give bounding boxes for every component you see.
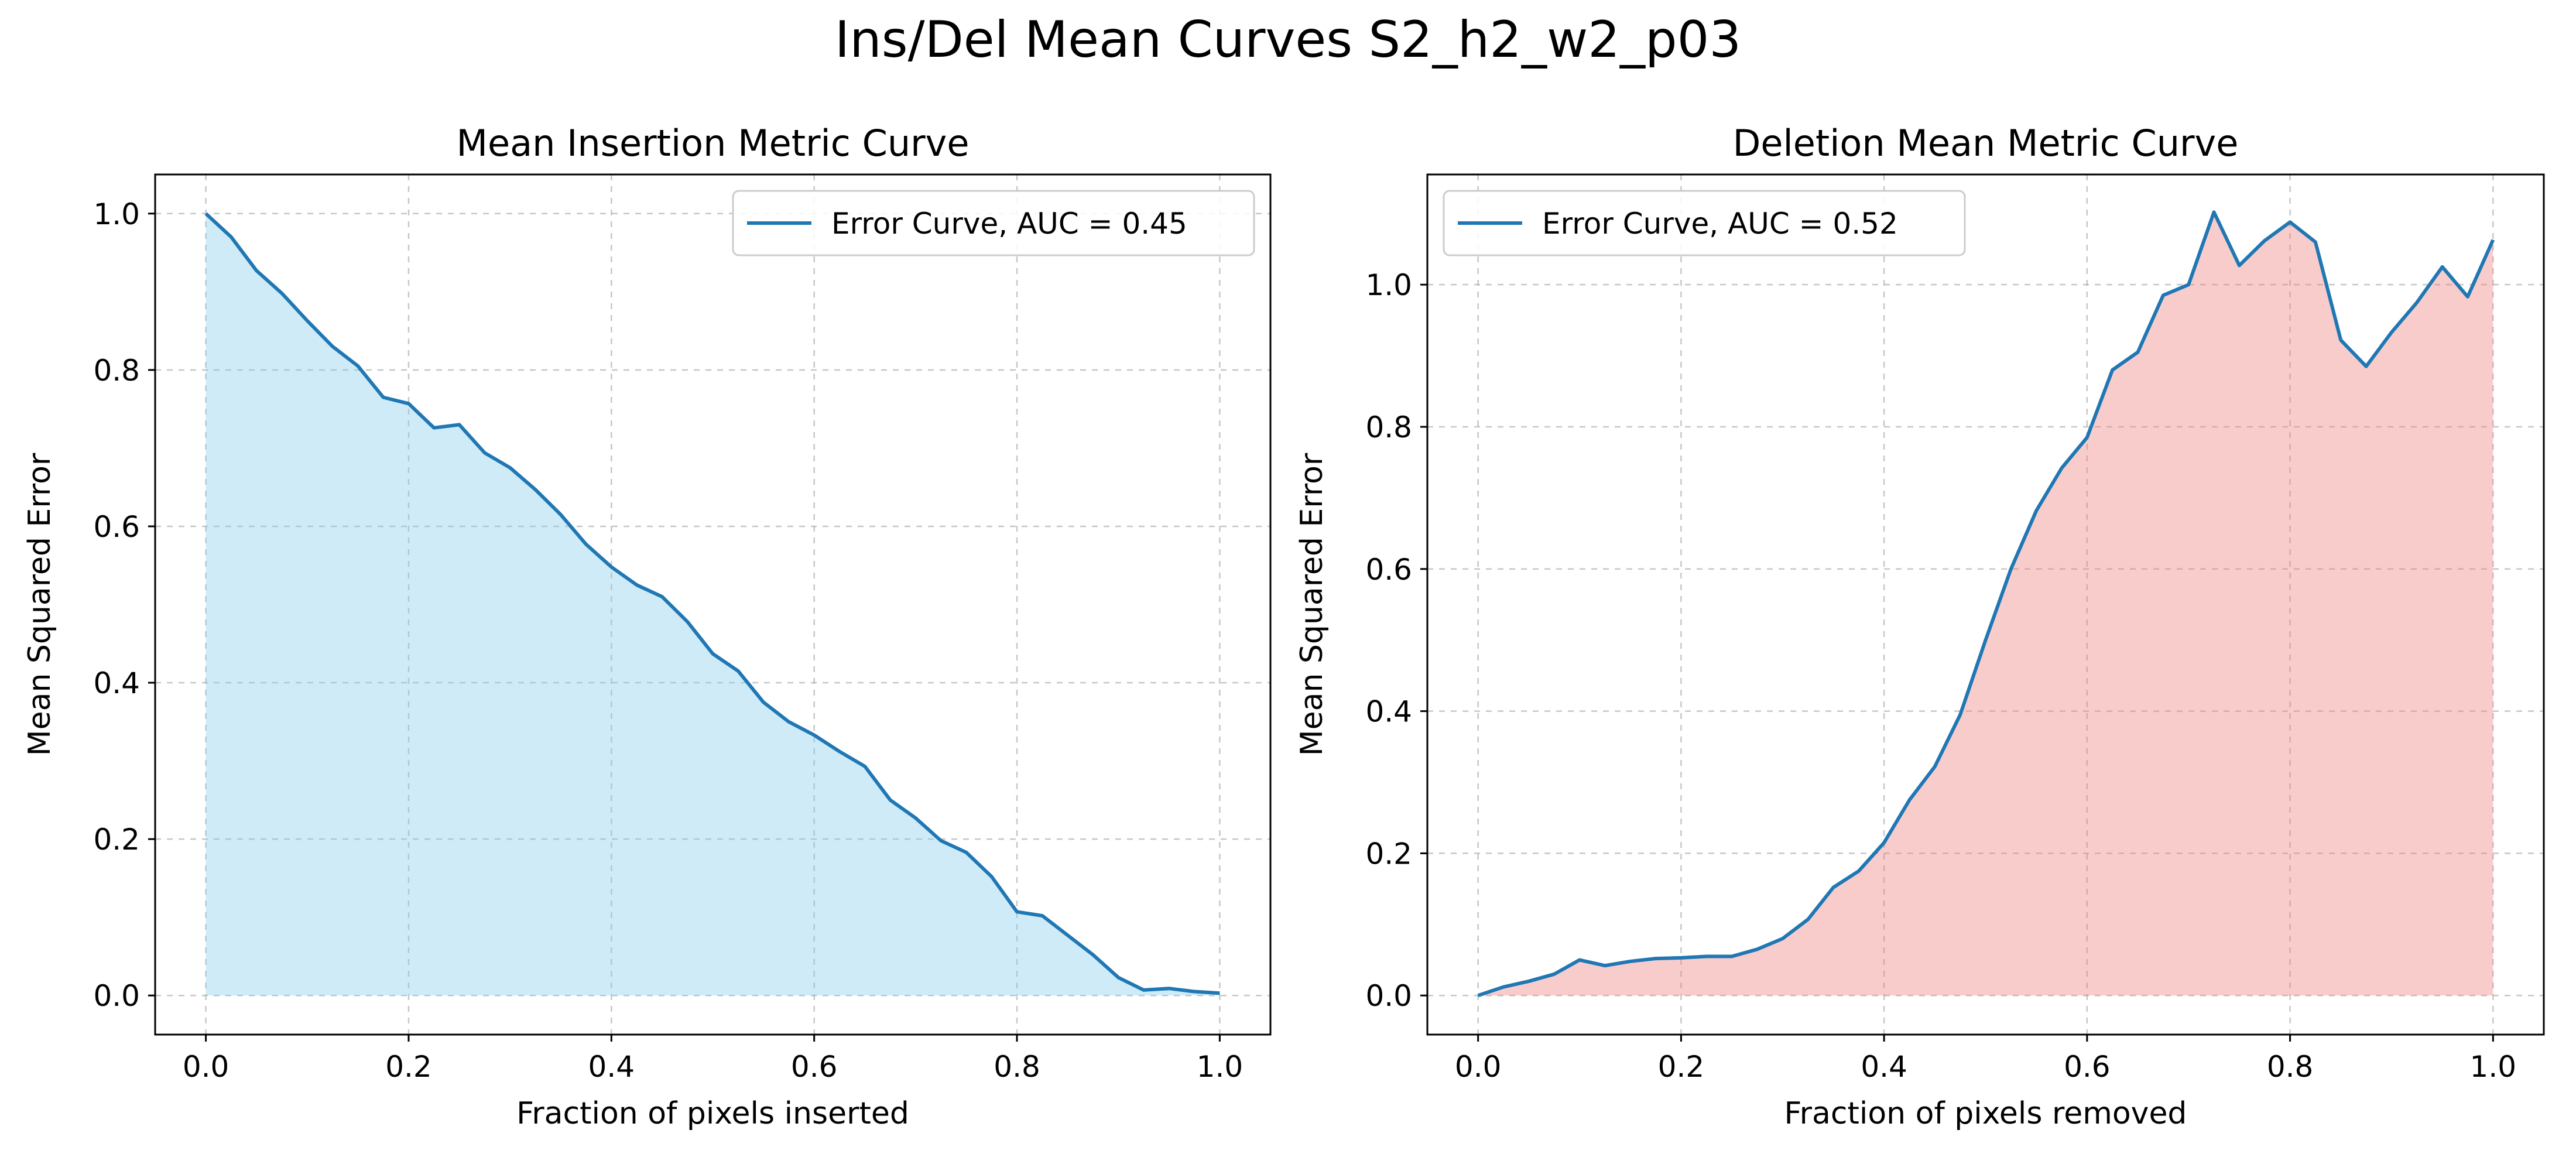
insertion-chart-panel: 0.0 0.2 0.4 0.6 0.8 1.0 0.0 0.2 0.4 0.6 0.8 1.0 Mean… bbox=[22, 122, 1272, 1131]
deletion-x-tick-label-2: 0.4 bbox=[1861, 1050, 1907, 1084]
insertion-y-tick-label-3: 0.6 bbox=[93, 510, 140, 544]
deletion-y-tick-label-2: 0.4 bbox=[1365, 695, 1412, 729]
deletion-error-curve-line bbox=[1477, 210, 2495, 998]
insertion-x-axis-label: Fraction of pixels inserted bbox=[516, 1096, 909, 1131]
deletion-y-tick-label-3: 0.6 bbox=[1365, 553, 1412, 587]
deletion-x-tick-label-5: 1.0 bbox=[2470, 1050, 2517, 1084]
deletion-y-tick-label-5: 1.0 bbox=[1365, 268, 1412, 302]
deletion-legend: Error Curve, AUC = 0.52 bbox=[1443, 190, 1966, 256]
deletion-x-axis-label: Fraction of pixels removed bbox=[1784, 1096, 2187, 1131]
insertion-legend-label: Error Curve, AUC = 0.45 bbox=[831, 207, 1187, 241]
insertion-x-tick-label-5: 1.0 bbox=[1197, 1050, 1244, 1084]
insertion-x-tick-label-0: 0.0 bbox=[183, 1050, 229, 1084]
insertion-y-tick-label-0: 0.0 bbox=[93, 979, 140, 1013]
deletion-x-tick-label-4: 0.8 bbox=[2267, 1050, 2314, 1084]
insertion-axes-frame bbox=[154, 173, 1272, 1036]
deletion-legend-label: Error Curve, AUC = 0.52 bbox=[1542, 207, 1898, 241]
deletion-y-tick-label-1: 0.2 bbox=[1365, 837, 1412, 871]
deletion-y-axis-label: Mean Squared Error bbox=[1294, 453, 1330, 756]
insertion-legend: Error Curve, AUC = 0.45 bbox=[732, 190, 1255, 256]
deletion-chart-panel: 0.0 0.2 0.4 0.6 0.8 1.0 0.0 0.2 0.4 0.6 0.8 1.0 Dele… bbox=[1294, 122, 2545, 1131]
deletion-chart-title: Deletion Mean Metric Curve bbox=[1733, 122, 2239, 165]
deletion-area-fill bbox=[1478, 212, 2493, 996]
insertion-x-tick-label-2: 0.4 bbox=[588, 1050, 635, 1084]
insertion-legend-box bbox=[732, 190, 1255, 256]
deletion-y-tick-label-0: 0.0 bbox=[1365, 979, 1412, 1013]
insertion-area-fill bbox=[205, 213, 1220, 996]
insertion-x-tick-label-4: 0.8 bbox=[994, 1050, 1040, 1084]
insertion-y-tick-label-4: 0.8 bbox=[93, 354, 140, 388]
deletion-x-tick-label-0: 0.0 bbox=[1455, 1050, 1502, 1084]
insertion-y-tick-label-2: 0.4 bbox=[93, 666, 140, 700]
insertion-error-curve-line bbox=[204, 212, 1220, 995]
insertion-y-tick-label-5: 1.0 bbox=[93, 197, 140, 231]
figure-suptitle: Ins/Del Mean Curves S2_h2_w2_p03 bbox=[835, 11, 1741, 69]
insertion-x-tick-label-3: 0.6 bbox=[791, 1050, 838, 1084]
deletion-y-tick-label-4: 0.8 bbox=[1365, 410, 1412, 444]
insertion-x-tick-label-1: 0.2 bbox=[385, 1050, 432, 1084]
deletion-legend-box bbox=[1443, 190, 1966, 256]
deletion-x-tick-label-3: 0.6 bbox=[2064, 1050, 2111, 1084]
insertion-y-axis-label: Mean Squared Error bbox=[22, 453, 57, 756]
deletion-axes-frame bbox=[1426, 173, 2545, 1036]
deletion-x-tick-label-1: 0.2 bbox=[1658, 1050, 1705, 1084]
insertion-chart-title: Mean Insertion Metric Curve bbox=[457, 122, 970, 165]
insertion-y-tick-label-1: 0.2 bbox=[93, 823, 140, 857]
